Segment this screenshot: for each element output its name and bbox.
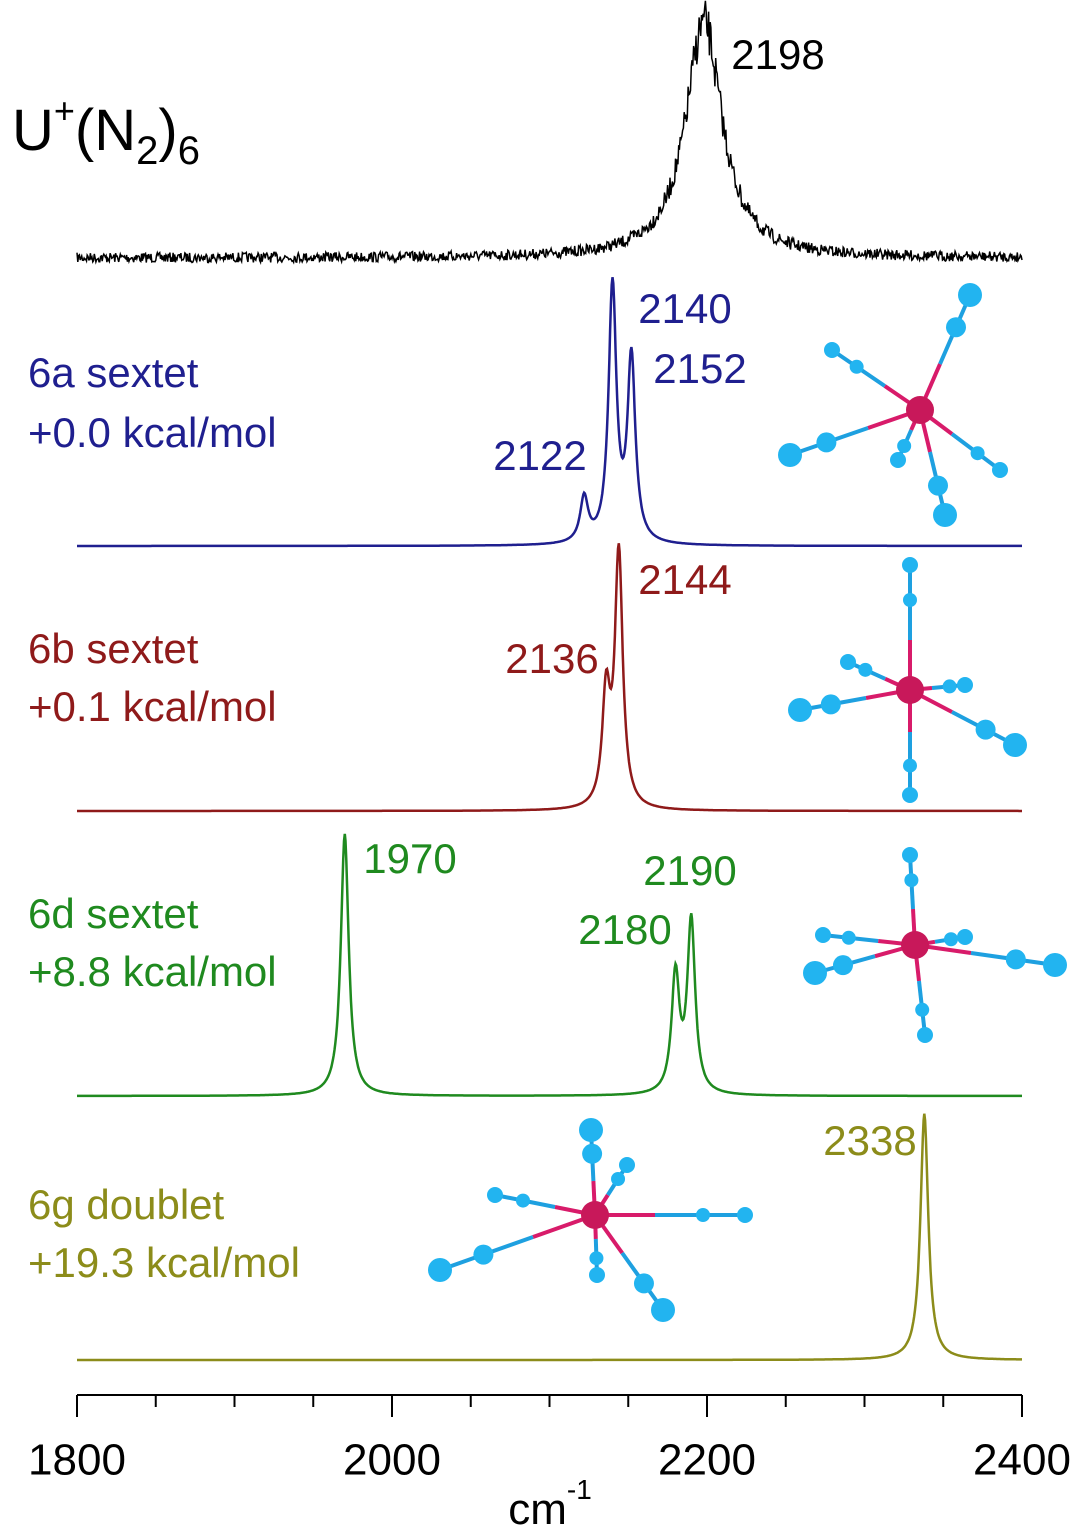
atom-n [816, 432, 836, 452]
title-part: + [54, 90, 75, 131]
peak-label: 1970 [363, 835, 456, 882]
atom-n [1006, 949, 1026, 969]
peak-label: 2198 [731, 31, 824, 78]
title-part: ) [158, 98, 177, 163]
atom-n [821, 694, 841, 714]
atom-n [902, 787, 918, 803]
atom-n [992, 462, 1008, 478]
series-name: 6g doublet [28, 1181, 225, 1228]
molecule-structure [788, 557, 1027, 803]
atom-n [651, 1298, 675, 1322]
atom-n [915, 1003, 929, 1017]
atom-n [902, 847, 918, 863]
atom-n [904, 873, 918, 887]
peak-label: 2136 [505, 635, 598, 682]
atom-n [944, 932, 958, 946]
atom-u [896, 676, 924, 704]
atom-n [611, 1172, 625, 1186]
atom-n [737, 1207, 753, 1223]
peak-label: 2190 [643, 847, 736, 894]
atom-n [487, 1187, 503, 1203]
atom-n [958, 283, 982, 307]
series-name: 6b sextet [28, 625, 199, 672]
atom-n [946, 317, 966, 337]
atom-n [589, 1251, 603, 1265]
title-part: 6 [178, 129, 200, 173]
atom-n [897, 439, 911, 453]
atom-n [971, 446, 985, 460]
atom-u [581, 1201, 609, 1229]
atom-n [428, 1258, 452, 1282]
atom-n [933, 503, 957, 527]
atom-n [903, 593, 917, 607]
atom-n [619, 1157, 635, 1173]
atom-n [803, 961, 827, 985]
atom-n [842, 931, 856, 945]
peak-label: 2180 [578, 906, 671, 953]
atom-n [589, 1267, 605, 1283]
atom-n [840, 654, 856, 670]
atom-n [1043, 953, 1067, 977]
x-tick-label: 2000 [343, 1436, 441, 1485]
atom-n [696, 1208, 710, 1222]
x-label-part: -1 [567, 1474, 592, 1505]
atom-n [579, 1118, 603, 1142]
spectrum-line [77, 1, 1022, 263]
atom-n [976, 720, 996, 740]
series-energy: +19.3 kcal/mol [28, 1239, 300, 1286]
atom-n [850, 360, 864, 374]
atom-n [858, 663, 872, 677]
atom-n [516, 1194, 530, 1208]
molecule-structure [803, 847, 1067, 1043]
peak-label: 2152 [653, 345, 746, 392]
x-axis-label: cm-1 [508, 1474, 592, 1533]
series-energy: +0.0 kcal/mol [28, 409, 277, 456]
atom-n [943, 679, 957, 693]
atom-n [917, 1027, 933, 1043]
series-name: 6d sextet [28, 890, 199, 937]
series-energy: +8.8 kcal/mol [28, 948, 277, 995]
atom-n [928, 476, 948, 496]
atom-n [815, 927, 831, 943]
atom-n [824, 342, 840, 358]
title-part: U [12, 98, 54, 163]
atom-n [957, 929, 973, 945]
molecule-structure [778, 283, 1008, 527]
title-part: (N [75, 98, 136, 163]
series-name: 6a sextet [28, 349, 199, 396]
atom-n [890, 452, 906, 468]
peak-label: 2144 [638, 556, 731, 603]
page: {"chart_data": {"type": "spectrum", "tit… [0, 0, 1080, 1539]
atom-n [778, 443, 802, 467]
chart-title: U+(N2)6 [12, 90, 200, 173]
atom-u [906, 396, 934, 424]
atom-n [957, 677, 973, 693]
series-energy: +0.1 kcal/mol [28, 683, 277, 730]
title-part: 2 [136, 129, 158, 173]
peak-label: 2338 [823, 1117, 916, 1164]
atom-n [902, 557, 918, 573]
atom-n [903, 759, 917, 773]
peak-label: 2140 [638, 285, 731, 332]
atom-n [1003, 733, 1027, 757]
atom-u [901, 931, 929, 959]
x-tick-label: 1800 [28, 1436, 126, 1485]
x-tick-label: 2400 [973, 1436, 1071, 1485]
peak-label: 2122 [493, 432, 586, 479]
atom-n [634, 1273, 654, 1293]
x-label-part: cm [508, 1485, 567, 1534]
chart: U+(N2)6 cm-1 1800 2000 2200 2400 2198 2122 214… [0, 0, 1080, 1534]
atom-n [833, 955, 853, 975]
atom-n [788, 698, 812, 722]
atom-n [473, 1245, 493, 1265]
atom-n [582, 1144, 602, 1164]
molecule-structure [428, 1118, 753, 1322]
x-tick-label: 2200 [658, 1436, 756, 1485]
